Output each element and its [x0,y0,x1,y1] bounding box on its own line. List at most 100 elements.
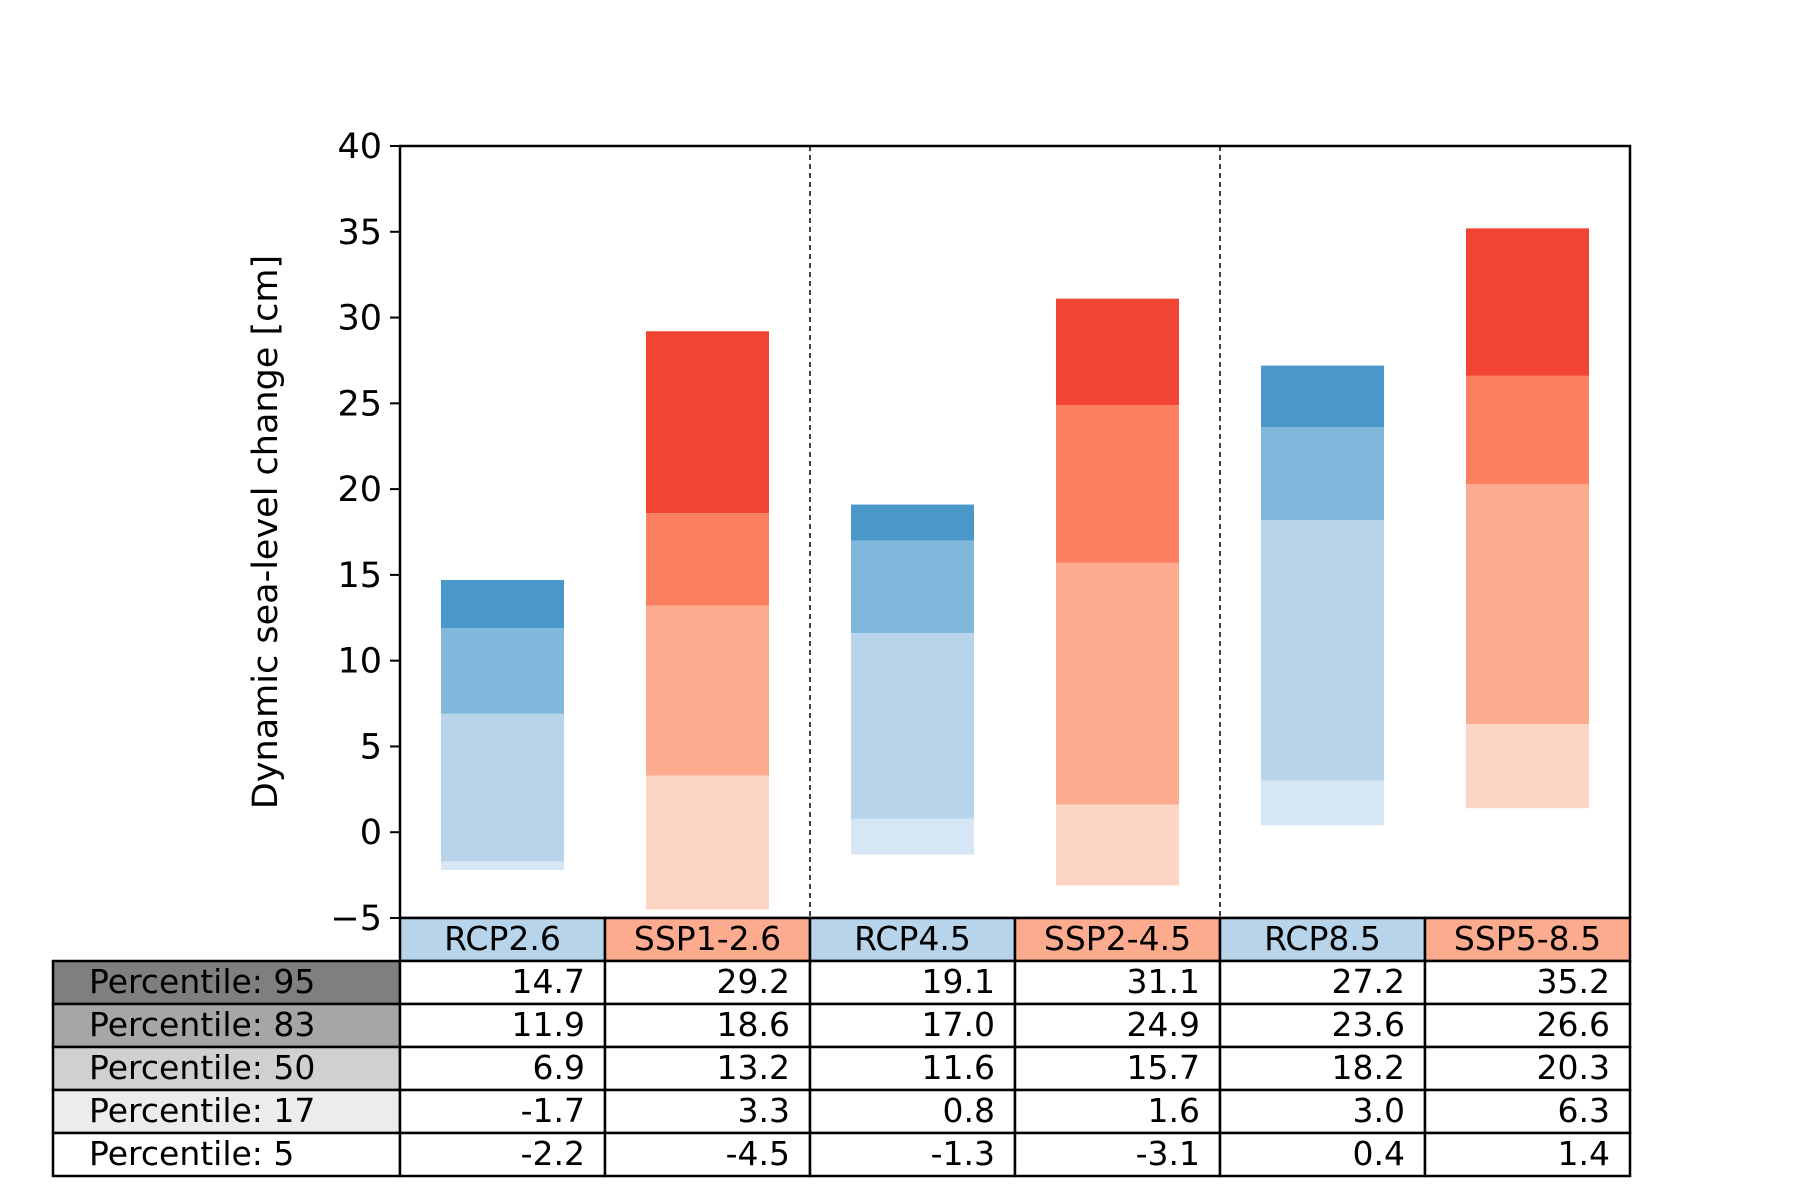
value-cell [1423,959,1632,1006]
bar-band-5-17-rcp8-5 [1261,780,1384,826]
value-cell [398,1088,607,1135]
row-label: Percentile: 17 [89,1091,315,1130]
y-axis: −5 0 5 10 15 20 25 30 35 40 [330,127,400,939]
category-label: SSP2-4.5 [1044,919,1191,958]
value-label: 1.4 [1558,1134,1610,1173]
value-cell [1423,1045,1632,1092]
bar-band-83-95-rcp8-5 [1261,365,1384,428]
value-label: 24.9 [1127,1005,1200,1044]
y-tick-label: 15 [337,556,382,596]
y-tick-label: 30 [337,299,382,339]
bar-band-17-50-ssp5-8-5 [1466,483,1589,725]
bar-band-50-83-ssp5-8-5 [1466,375,1589,484]
value-label: 3.0 [1353,1091,1405,1130]
bar-band-5-17-rcp4-5 [851,818,974,855]
value-label: 18.2 [1332,1048,1405,1087]
y-tick-label: 0 [360,813,382,853]
bar-band-50-83-rcp4-5 [851,540,974,634]
value-label: 6.3 [1558,1091,1610,1130]
bar-band-83-95-ssp1-2-6 [646,331,769,514]
y-tick-label: 40 [337,127,382,167]
y-axis-label: Dynamic sea-level change [cm] [246,255,286,809]
bar-band-83-95-rcp4-5 [851,504,974,541]
plot-frame [398,144,1632,920]
value-cell [808,1131,1017,1178]
header-cell [603,916,812,963]
value-cell [398,1002,607,1049]
header-cell [1423,916,1632,963]
value-label: 11.6 [922,1048,995,1087]
value-label: 14.7 [512,962,585,1001]
category-label: RCP2.6 [444,919,561,958]
bar-band-17-50-rcp8-5 [1261,519,1384,781]
bar-band-50-83-rcp8-5 [1261,427,1384,520]
value-label: -4.5 [726,1134,790,1173]
row-label: Percentile: 50 [89,1048,315,1087]
value-cell [398,1131,607,1178]
value-label: 1.6 [1148,1091,1200,1130]
category-label: SSP1-2.6 [634,919,781,958]
row-label: Percentile: 95 [89,962,315,1001]
row-label-cell [51,1131,402,1178]
value-cell [1218,1088,1427,1135]
value-label: 20.3 [1537,1048,1610,1087]
value-label: 35.2 [1537,962,1610,1001]
value-cell [1218,1131,1427,1178]
bars-layer [441,228,1589,910]
bar-band-83-95-ssp5-8-5 [1466,228,1589,376]
value-cell [808,1088,1017,1135]
bar-band-17-50-rcp4-5 [851,633,974,819]
value-cell [1423,1131,1632,1178]
row-label: Percentile: 83 [89,1005,315,1044]
y-tick-label: 25 [337,384,382,424]
value-label: 0.8 [943,1091,995,1130]
category-label: SSP5-8.5 [1454,919,1601,958]
header-cell [1218,916,1427,963]
bar-band-17-50-ssp1-2-6 [646,605,769,776]
bar-band-5-17-rcp2-6 [441,861,564,870]
bar-band-50-83-ssp2-4-5 [1056,405,1179,563]
value-label: 27.2 [1332,962,1405,1001]
data-table: RCP2.6 SSP1-2.6 RCP4.5 SSP2-4.5 RCP8.5 SSP5-8… [51,916,1632,1178]
y-tick-label: 35 [337,213,382,253]
value-cell [808,959,1017,1006]
value-label: 3.3 [738,1091,790,1130]
bar-band-83-95-rcp2-6 [441,580,564,629]
value-label: 17.0 [922,1005,995,1044]
group-separators [809,146,1221,918]
value-cell [1013,1002,1222,1049]
bar-band-5-17-ssp5-8-5 [1466,724,1589,809]
y-tick-label: −5 [330,899,382,939]
value-label: 6.9 [533,1048,585,1087]
bar-band-5-17-ssp2-4-5 [1056,804,1179,886]
value-cell [398,1045,607,1092]
value-label: -3.1 [1136,1134,1200,1173]
value-label: -2.2 [521,1134,585,1173]
value-label: 23.6 [1332,1005,1405,1044]
value-cell [1013,1131,1222,1178]
header-cell [398,916,607,963]
row-label: Percentile: 5 [89,1134,294,1173]
value-cell [1013,1088,1222,1135]
value-label: -1.3 [931,1134,995,1173]
value-label: 0.4 [1353,1134,1405,1173]
value-label: 29.2 [717,962,790,1001]
value-label: 15.7 [1127,1048,1200,1087]
bar-band-17-50-ssp2-4-5 [1056,562,1179,805]
bar-band-50-83-rcp2-6 [441,628,564,714]
value-label: -1.7 [521,1091,585,1130]
category-label: RCP4.5 [854,919,971,958]
y-tick-label: 10 [337,642,382,682]
y-tick-label: 5 [360,727,382,767]
value-label: 11.9 [512,1005,585,1044]
value-label: 19.1 [922,962,995,1001]
y-tick-label: 20 [337,470,382,510]
value-label: 13.2 [717,1048,790,1087]
value-cell [603,1002,812,1049]
bar-band-83-95-ssp2-4-5 [1056,298,1179,406]
bar-band-5-17-ssp1-2-6 [646,775,769,910]
category-label: RCP8.5 [1264,919,1381,958]
bar-band-50-83-ssp1-2-6 [646,513,769,606]
header-cell [1013,916,1222,963]
